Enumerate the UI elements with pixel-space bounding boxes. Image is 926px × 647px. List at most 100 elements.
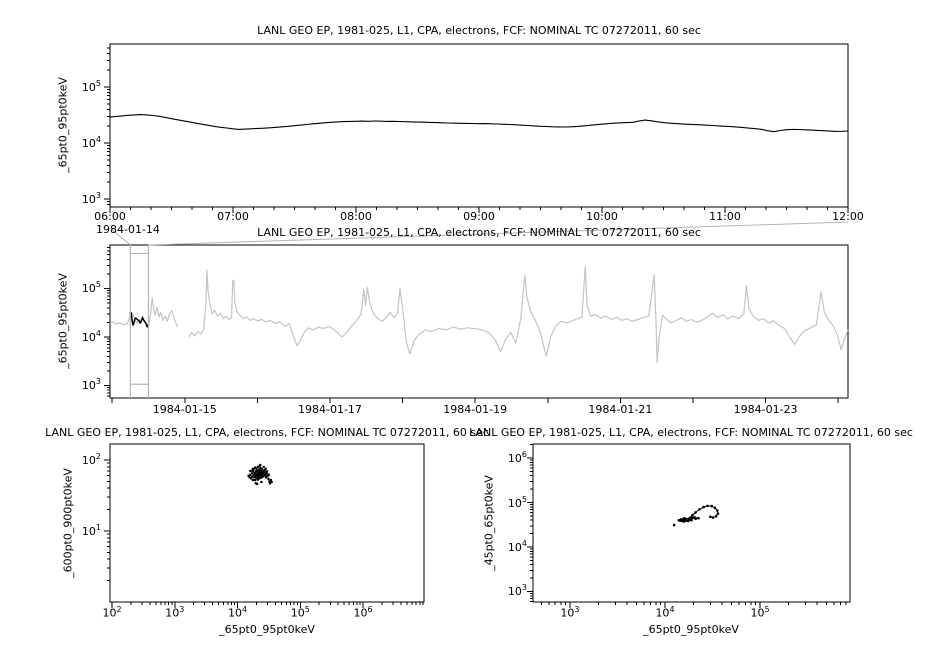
- y-tick-label: 105: [81, 79, 101, 94]
- y-tick-label: 103: [81, 191, 101, 206]
- date-tick-label: 1984-01-17: [298, 403, 362, 416]
- scatter-point: [706, 504, 709, 508]
- scatter-point: [691, 516, 694, 520]
- zoom-connector-right: [148, 221, 849, 246]
- y-tick-label: 101: [81, 523, 101, 538]
- scatter-point: [254, 470, 257, 473]
- scatter-point: [258, 474, 261, 477]
- panel2-y-axis-label: _65pt0_95pt0keV: [56, 273, 70, 369]
- scatter-point: [264, 471, 267, 474]
- scatter-point: [711, 516, 715, 519]
- scatter-point: [260, 480, 263, 484]
- scatter-point: [265, 476, 268, 479]
- scatter-point: [710, 504, 713, 508]
- time-tick-label: 08:00: [340, 210, 372, 223]
- scatter-point: [251, 467, 254, 470]
- x-tick-label: 103: [560, 605, 580, 620]
- timeseries-line: [109, 114, 849, 133]
- scatter-point: [714, 515, 718, 518]
- scatter-point: [267, 473, 270, 476]
- scatter-point: [256, 465, 259, 468]
- x-tick-label: 102: [102, 605, 122, 620]
- time-tick-label: 10:00: [586, 210, 618, 223]
- panel4-x-axis-label: _65pt0_95pt0keV: [643, 623, 739, 636]
- y-tick-label: 103: [81, 377, 101, 393]
- scatter-point: [270, 480, 273, 484]
- panel3-title: LANL GEO EP, 1981-025, L1, CPA, electron…: [45, 426, 489, 439]
- scatter-point: [690, 518, 693, 522]
- scatter-point: [255, 477, 258, 480]
- scatter-points: [672, 504, 720, 527]
- scatter-point: [260, 468, 264, 471]
- plot-frame: [109, 443, 425, 603]
- date-tick-label: 1984-01-23: [733, 403, 798, 416]
- scatter-point: [259, 466, 262, 470]
- scatter-point: [258, 468, 261, 471]
- panel1-title: LANL GEO EP, 1981-025, L1, CPA, electron…: [257, 24, 701, 37]
- panel4-title: LANL GEO EP, 1981-025, L1, CPA, electron…: [469, 426, 913, 439]
- scatter-point: [254, 466, 257, 469]
- scatter-point: [716, 509, 719, 512]
- date-tick-label: 1984-01-19: [443, 403, 508, 416]
- time-tick-label: 07:00: [217, 210, 249, 223]
- scatter-point: [268, 480, 271, 483]
- scatter-point: [697, 516, 700, 520]
- plot-frame: [109, 244, 849, 399]
- scatter-point: [263, 469, 266, 472]
- scatter-point: [713, 506, 717, 510]
- x-tick-label: 104: [655, 605, 675, 620]
- scatter-point: [689, 516, 692, 519]
- scatter-point: [251, 469, 254, 473]
- plot-panel-overview-timeseries[interactable]: [110, 245, 848, 398]
- scatter-point: [682, 520, 686, 523]
- scatter-point: [256, 482, 259, 485]
- plot-panel-scatter-600-900[interactable]: [110, 444, 424, 602]
- scatter-point: [258, 470, 261, 473]
- plot-frame: [532, 443, 851, 603]
- scatter-point: [250, 472, 254, 475]
- panel1-y-axis-label: _65pt0_95pt0keV: [56, 77, 70, 173]
- date-tick-label: 1984-01-15: [152, 403, 217, 416]
- y-tick-label: 106: [507, 450, 527, 465]
- scatter-point: [253, 471, 256, 474]
- scatter-point: [267, 477, 270, 481]
- y-tick-label: 105: [507, 494, 527, 510]
- x-tick-label: 105: [750, 605, 770, 620]
- scatter-point: [265, 472, 268, 475]
- plot-panel-top-timeseries[interactable]: [110, 44, 848, 207]
- scatter-point: [256, 473, 259, 476]
- scatter-point: [698, 508, 701, 511]
- scatter-point: [266, 475, 269, 478]
- y-tick-label: 104: [81, 329, 101, 344]
- scatter-point: [259, 463, 262, 467]
- scatter-point: [257, 471, 260, 474]
- scatter-point: [256, 478, 259, 481]
- highlighted-interval-line: [129, 311, 150, 328]
- y-tick-label: 102: [81, 452, 101, 467]
- zoom-connector-left: [109, 227, 131, 246]
- time-tick-label: 06:00: [94, 210, 126, 223]
- x-tick-label: 104: [228, 605, 248, 620]
- y-tick-label: 104: [507, 539, 527, 554]
- scatter-point: [248, 476, 251, 479]
- scatter-point: [694, 511, 697, 514]
- scatter-point: [264, 467, 267, 470]
- time-tick-label: 11:00: [709, 210, 741, 223]
- panel2-title: LANL GEO EP, 1981-025, L1, CPA, electron…: [257, 226, 701, 239]
- scatter-point: [254, 473, 257, 476]
- panel1-date-label: 1984-01-14: [96, 223, 160, 236]
- scatter-point: [716, 512, 720, 515]
- scatter-point: [249, 473, 252, 476]
- time-tick-label: 09:00: [463, 210, 495, 223]
- scatter-point: [679, 518, 683, 521]
- scatter-point: [253, 476, 256, 479]
- scatter-points: [247, 463, 273, 485]
- scatter-point: [709, 515, 712, 518]
- date-tick-label: 1984-01-21: [588, 403, 653, 416]
- scatter-point: [258, 473, 261, 476]
- x-tick-label: 103: [165, 605, 185, 620]
- plot-panel-scatter-45-65[interactable]: [533, 444, 850, 602]
- scatter-point: [255, 472, 258, 475]
